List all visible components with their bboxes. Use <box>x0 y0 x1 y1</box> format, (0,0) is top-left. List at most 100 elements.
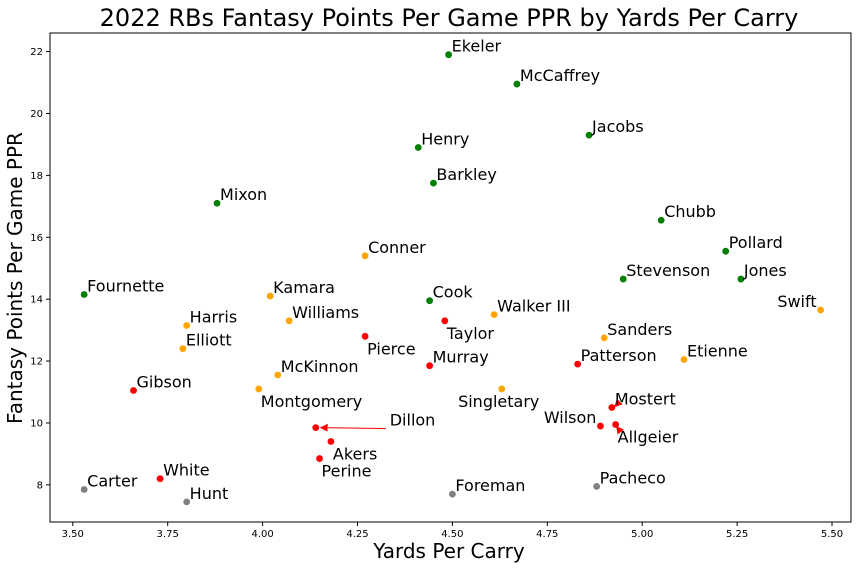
plot-frame <box>49 32 852 523</box>
point-label: Jones <box>743 261 787 280</box>
y-tick-label: 14 <box>30 295 43 306</box>
y-tick-label: 20 <box>30 109 43 120</box>
data-point <box>183 322 191 329</box>
data-point <box>312 424 320 432</box>
data-point <box>213 199 221 207</box>
point-label: Stevenson <box>626 261 710 280</box>
data-point <box>441 317 449 325</box>
point-label: Dillon <box>390 411 436 430</box>
point-label: Pacheco <box>600 468 666 487</box>
point-label: Swift <box>777 292 816 311</box>
data-point <box>722 247 730 255</box>
data-point <box>255 385 263 393</box>
x-tick-label: 4.75 <box>536 529 558 540</box>
y-tick-label: 16 <box>30 233 43 244</box>
point-label: Patterson <box>581 346 657 365</box>
y-tick-label: 22 <box>30 47 43 58</box>
data-point <box>426 362 434 370</box>
point-label: Taylor <box>446 324 495 343</box>
data-point <box>448 490 456 498</box>
y-tick-label: 8 <box>37 480 43 491</box>
data-points <box>80 51 825 506</box>
data-point <box>130 387 137 394</box>
point-label: Murray <box>433 348 489 367</box>
point-label: Montgomery <box>261 392 362 411</box>
point-label: Kamara <box>273 278 335 297</box>
data-point <box>737 275 745 283</box>
point-label: Ekeler <box>452 37 502 56</box>
data-point <box>327 438 335 445</box>
data-point <box>593 483 601 490</box>
data-point <box>612 421 620 428</box>
x-axis-ticks: 3.50 3.75 4.00 4.25 4.50 4.75 5.00 5.25 5.50 <box>62 522 843 540</box>
point-label: Gibson <box>137 372 192 391</box>
point-label: Hunt <box>190 484 229 503</box>
x-tick-label: 3.50 <box>62 529 84 540</box>
point-label: Carter <box>87 472 138 491</box>
annotation-arrow <box>319 423 386 432</box>
point-label: Williams <box>292 303 359 322</box>
data-point <box>414 144 422 151</box>
y-axis-label: Fantasy Points Per Game PPR <box>3 132 27 424</box>
point-label: Fournette <box>87 277 164 296</box>
x-tick-label: 4.50 <box>441 529 463 540</box>
data-point <box>513 80 521 88</box>
data-point <box>490 311 498 319</box>
data-point <box>574 360 582 368</box>
point-label: McKinnon <box>281 357 359 376</box>
data-point <box>80 486 88 493</box>
x-tick-label: 5.25 <box>726 529 748 540</box>
y-tick-label: 18 <box>30 171 43 182</box>
point-label: Barkley <box>436 165 496 184</box>
data-point <box>266 292 274 300</box>
data-point <box>585 131 593 139</box>
data-point <box>608 404 616 411</box>
point-label: White <box>163 461 210 480</box>
point-label: Elliott <box>186 331 232 350</box>
y-axis-ticks: 8 10 12 14 16 18 20 22 <box>30 47 50 491</box>
point-label: Conner <box>368 238 426 257</box>
point-label: Perine <box>322 462 372 481</box>
data-point <box>183 498 191 506</box>
point-labels: Ekeler McCaffrey Jacobs Henry Barkley Mixon Ch… <box>87 37 816 503</box>
annotation-arrow <box>614 398 623 408</box>
data-point <box>498 385 506 393</box>
data-point <box>361 332 369 340</box>
point-label: Sanders <box>607 320 672 339</box>
point-label: Harris <box>190 307 238 326</box>
point-label: Jacobs <box>591 117 644 136</box>
data-point <box>179 345 187 353</box>
point-label: Allgeier <box>618 428 679 447</box>
x-tick-label: 3.75 <box>157 529 179 540</box>
point-label: Mostert <box>615 389 676 408</box>
point-label: Singletary <box>458 392 539 411</box>
data-point <box>80 291 88 298</box>
point-label: Akers <box>333 445 377 464</box>
y-tick-label: 12 <box>30 357 43 368</box>
data-point <box>316 455 323 462</box>
data-point <box>445 51 453 59</box>
point-label: Wilson <box>544 408 597 427</box>
data-point <box>426 297 434 305</box>
x-tick-label: 4.00 <box>251 529 273 540</box>
point-label: Chubb <box>664 202 716 221</box>
data-point <box>600 334 608 342</box>
data-point <box>619 275 627 283</box>
x-tick-label: 5.50 <box>821 529 843 540</box>
data-point <box>680 356 688 363</box>
point-label: Pollard <box>729 233 783 252</box>
data-point <box>817 306 825 314</box>
point-label: Pierce <box>367 339 415 358</box>
x-tick-label: 4.25 <box>346 529 368 540</box>
data-point <box>430 179 437 187</box>
data-point <box>597 422 604 430</box>
point-label: Henry <box>421 130 469 149</box>
point-label: Cook <box>433 283 474 302</box>
data-point <box>657 216 665 224</box>
data-point <box>361 252 369 260</box>
data-point <box>274 371 282 379</box>
point-label: Foreman <box>455 476 525 495</box>
point-label: Walker III <box>497 297 570 316</box>
data-point <box>285 317 293 325</box>
